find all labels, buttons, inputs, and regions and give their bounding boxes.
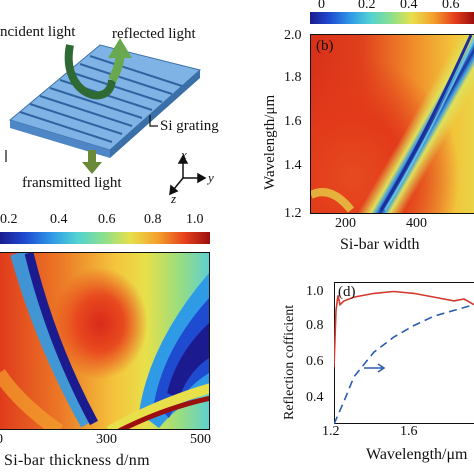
b-ytick: 1.2 bbox=[284, 206, 302, 221]
cbar-b-tick: 0 bbox=[318, 0, 325, 12]
b-ytick: 1.8 bbox=[284, 70, 302, 85]
b-ylabel: Wavelength/μm bbox=[262, 94, 278, 190]
panel-d-tag: (d) bbox=[338, 284, 356, 300]
colorbar-b bbox=[310, 12, 474, 24]
reflected-light-label: reflected light bbox=[112, 26, 196, 42]
d-ytick: 1.0 bbox=[306, 284, 324, 299]
d-ytick: 0.8 bbox=[306, 318, 324, 333]
cbar-c-tick: 0.6 bbox=[98, 212, 116, 227]
d-ytick: 0.4 bbox=[306, 390, 324, 405]
si-grating-bars bbox=[8, 44, 202, 158]
cbar-c-tick: 0.2 bbox=[0, 212, 18, 227]
transmitted-light-label: fransmitted light bbox=[22, 175, 122, 191]
incident-light-label: ncident light bbox=[0, 24, 76, 40]
cbar-b-tick: 0.4 bbox=[400, 0, 418, 12]
axis-y-label: y bbox=[208, 170, 214, 185]
panel-b-tag: (b) bbox=[316, 38, 334, 54]
c-xtick: 500 bbox=[190, 432, 211, 447]
cbar-c-tick: 0.8 bbox=[144, 212, 162, 227]
axis-z-label: z bbox=[171, 191, 177, 206]
b-ytick: 1.6 bbox=[284, 114, 302, 129]
d-xlabel: Wavelength/μm bbox=[366, 446, 468, 463]
cbar-b-tick: 0.6 bbox=[442, 0, 460, 12]
panel-a: ncident light reflected light Si grating… bbox=[0, 0, 230, 206]
heatmap-c bbox=[0, 252, 210, 430]
d-xtick: 1.2 bbox=[322, 424, 340, 439]
heatmap-b bbox=[310, 34, 474, 214]
cbar-b-tick: 0.2 bbox=[358, 0, 376, 12]
b-xlabel: Si-bar width bbox=[340, 236, 420, 253]
cbar-c-tick: 0.4 bbox=[50, 212, 68, 227]
series-line-solid bbox=[334, 290, 474, 368]
coordinate-axes bbox=[169, 154, 207, 196]
b-xtick: 200 bbox=[335, 216, 356, 231]
b-xtick: 400 bbox=[406, 216, 427, 231]
cbar-c-tick: 1.0 bbox=[186, 212, 204, 227]
incident-arrow bbox=[64, 44, 116, 100]
axis-indicator-arrow bbox=[364, 363, 386, 373]
d-ylabel: Reflection cofficient bbox=[282, 304, 297, 420]
b-ytick: 1.4 bbox=[284, 158, 302, 173]
b-ytick: 2.0 bbox=[284, 28, 302, 43]
chart-d bbox=[334, 290, 474, 424]
c-xtick: 300 bbox=[96, 432, 117, 447]
axis-x-label: x bbox=[181, 147, 187, 162]
d-ytick: 0.6 bbox=[306, 354, 324, 369]
si-grating-label: Si grating bbox=[160, 118, 219, 134]
grating-illustration bbox=[5, 38, 207, 196]
colorbar-c bbox=[0, 232, 210, 244]
d-xtick: 1.6 bbox=[400, 424, 418, 439]
c-xtick: 0 bbox=[0, 432, 3, 448]
c-xlabel: Si-bar thickness d/nm bbox=[4, 452, 150, 469]
series-line-dashed bbox=[334, 303, 474, 424]
